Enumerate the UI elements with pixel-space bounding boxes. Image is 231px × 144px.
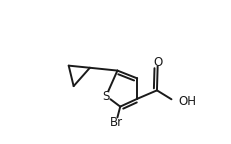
Text: O: O bbox=[152, 56, 162, 69]
Text: S: S bbox=[102, 90, 109, 103]
Text: OH: OH bbox=[178, 95, 196, 108]
Text: Br: Br bbox=[109, 116, 122, 129]
